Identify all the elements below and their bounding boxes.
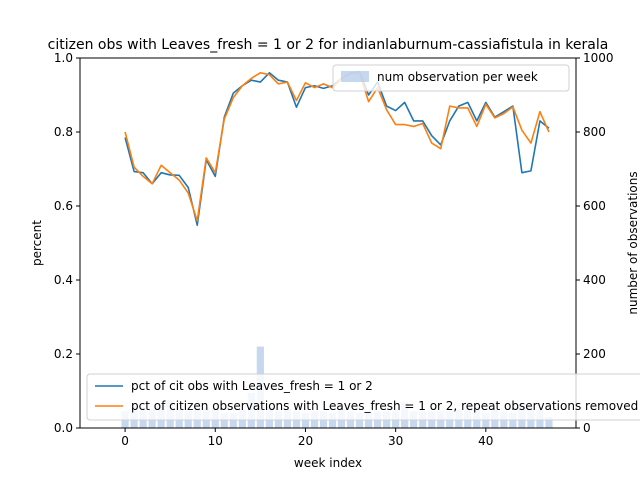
y2-tick-label: 800	[583, 125, 606, 139]
bar	[220, 413, 228, 428]
y-tick-label: 0.0	[54, 421, 73, 435]
plot-frame	[79, 57, 577, 429]
x-tick-label: 20	[298, 434, 313, 448]
x-tick-label: 40	[478, 434, 493, 448]
bar	[301, 413, 310, 428]
bar	[509, 413, 517, 428]
bar	[229, 413, 237, 428]
y-axis-right: 0 200 400 600 800 1000	[576, 51, 614, 435]
legend-label-bars: num observation per week	[377, 70, 538, 84]
legend-upper-box	[332, 64, 570, 92]
legend-swatch-bars	[341, 71, 369, 82]
series-line-1	[124, 70, 550, 227]
legend-label-series-1: pct of cit obs with Leaves_fresh = 1 or …	[131, 379, 373, 393]
y-tick-label: 0.2	[54, 347, 73, 361]
legend-lower: pct of cit obs with Leaves_fresh = 1 or …	[86, 373, 640, 421]
y-tick-label: 1.0	[54, 51, 73, 65]
y-axis-label: percent	[30, 220, 44, 266]
y-axis-left: 0.0 0.2 0.4 0.6 0.8 1.0	[54, 51, 80, 435]
series-line-2	[124, 72, 550, 222]
x-axis-label: week index	[294, 456, 362, 470]
y-tick-label: 0.8	[54, 125, 73, 139]
legend-upper: num observation per week	[332, 64, 570, 92]
chart-title: citizen obs with Leaves_fresh = 1 or 2 f…	[48, 37, 609, 53]
x-tick-label: 0	[121, 434, 129, 448]
x-axis: 0 10 20 30 40	[121, 428, 493, 448]
y2-tick-label: 200	[583, 347, 606, 361]
bar	[355, 413, 364, 428]
y2-tick-label: 0	[583, 421, 591, 435]
bar	[545, 416, 553, 428]
bar	[328, 413, 337, 428]
y2-tick-label: 600	[583, 199, 606, 213]
lines-layer	[124, 70, 550, 227]
bar	[482, 413, 490, 428]
y2-axis-label: number of observations	[626, 171, 640, 314]
y2-tick-label: 400	[583, 273, 606, 287]
x-tick-label: 10	[208, 434, 223, 448]
y-tick-label: 0.4	[54, 273, 73, 287]
y2-tick-label: 1000	[583, 51, 614, 65]
x-tick-label: 30	[388, 434, 403, 448]
y-tick-label: 0.6	[54, 199, 73, 213]
legend-label-series-2: pct of citizen observations with Leaves_…	[131, 399, 638, 413]
legend-lower-box	[86, 373, 640, 421]
